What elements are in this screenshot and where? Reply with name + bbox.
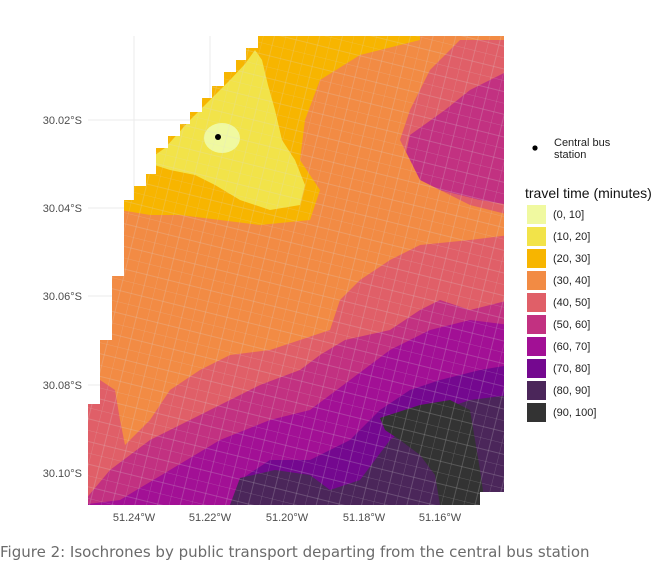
x-tick-label: 51.24°W bbox=[113, 512, 156, 524]
legend-label: (50, 60] bbox=[553, 319, 590, 331]
legend-swatch bbox=[527, 403, 546, 422]
legend-swatch bbox=[527, 315, 546, 334]
figure-caption: Figure 2: Isochrones by public transport… bbox=[0, 543, 590, 561]
legend-label: (80, 90] bbox=[553, 385, 590, 397]
x-tick-label: 51.20°W bbox=[266, 512, 309, 524]
x-tick-label: 51.22°W bbox=[189, 512, 232, 524]
legend-label: (0, 10] bbox=[553, 209, 584, 221]
legend-label: (90, 100] bbox=[553, 407, 596, 419]
legend-label: (20, 30] bbox=[553, 253, 590, 265]
legend-swatch bbox=[527, 337, 546, 356]
legend-swatch bbox=[527, 249, 546, 268]
y-axis-ticks: 30.02°S 30.04°S 30.06°S 30.08°S 30.10°S bbox=[43, 115, 82, 480]
legend-swatch bbox=[527, 381, 546, 400]
y-tick-label: 30.08°S bbox=[43, 380, 82, 392]
legend-swatch bbox=[527, 271, 546, 290]
legend-swatch bbox=[527, 359, 546, 378]
central-bus-station-point bbox=[215, 134, 221, 140]
isochrone-bands bbox=[88, 36, 504, 505]
y-tick-label: 30.02°S bbox=[43, 115, 82, 127]
point-legend-marker bbox=[532, 145, 538, 151]
legend-swatch bbox=[527, 205, 546, 224]
travel-time-legend: travel time (minutes) (0, 10] (10, 20] (20… bbox=[525, 185, 652, 422]
point-legend-label-line1: Central bus bbox=[554, 137, 611, 149]
point-legend: Central bus station bbox=[532, 137, 611, 161]
legend-label: (10, 20] bbox=[553, 231, 590, 243]
legend-swatch bbox=[527, 293, 546, 312]
x-tick-label: 51.18°W bbox=[343, 512, 386, 524]
point-legend-label-line2: station bbox=[554, 149, 586, 161]
x-tick-label: 51.16°W bbox=[419, 512, 462, 524]
y-tick-label: 30.10°S bbox=[43, 468, 82, 480]
x-axis-ticks: 51.24°W 51.22°W 51.20°W 51.18°W 51.16°W bbox=[113, 512, 462, 524]
legend-label: (60, 70] bbox=[553, 341, 590, 353]
legend-label: (30, 40] bbox=[553, 275, 590, 287]
y-tick-label: 30.04°S bbox=[43, 203, 82, 215]
legend-label: (40, 50] bbox=[553, 297, 590, 309]
legend-label: (70, 80] bbox=[553, 363, 590, 375]
y-tick-label: 30.06°S bbox=[43, 291, 82, 303]
legend-title: travel time (minutes) bbox=[525, 185, 652, 201]
legend-swatch bbox=[527, 227, 546, 246]
